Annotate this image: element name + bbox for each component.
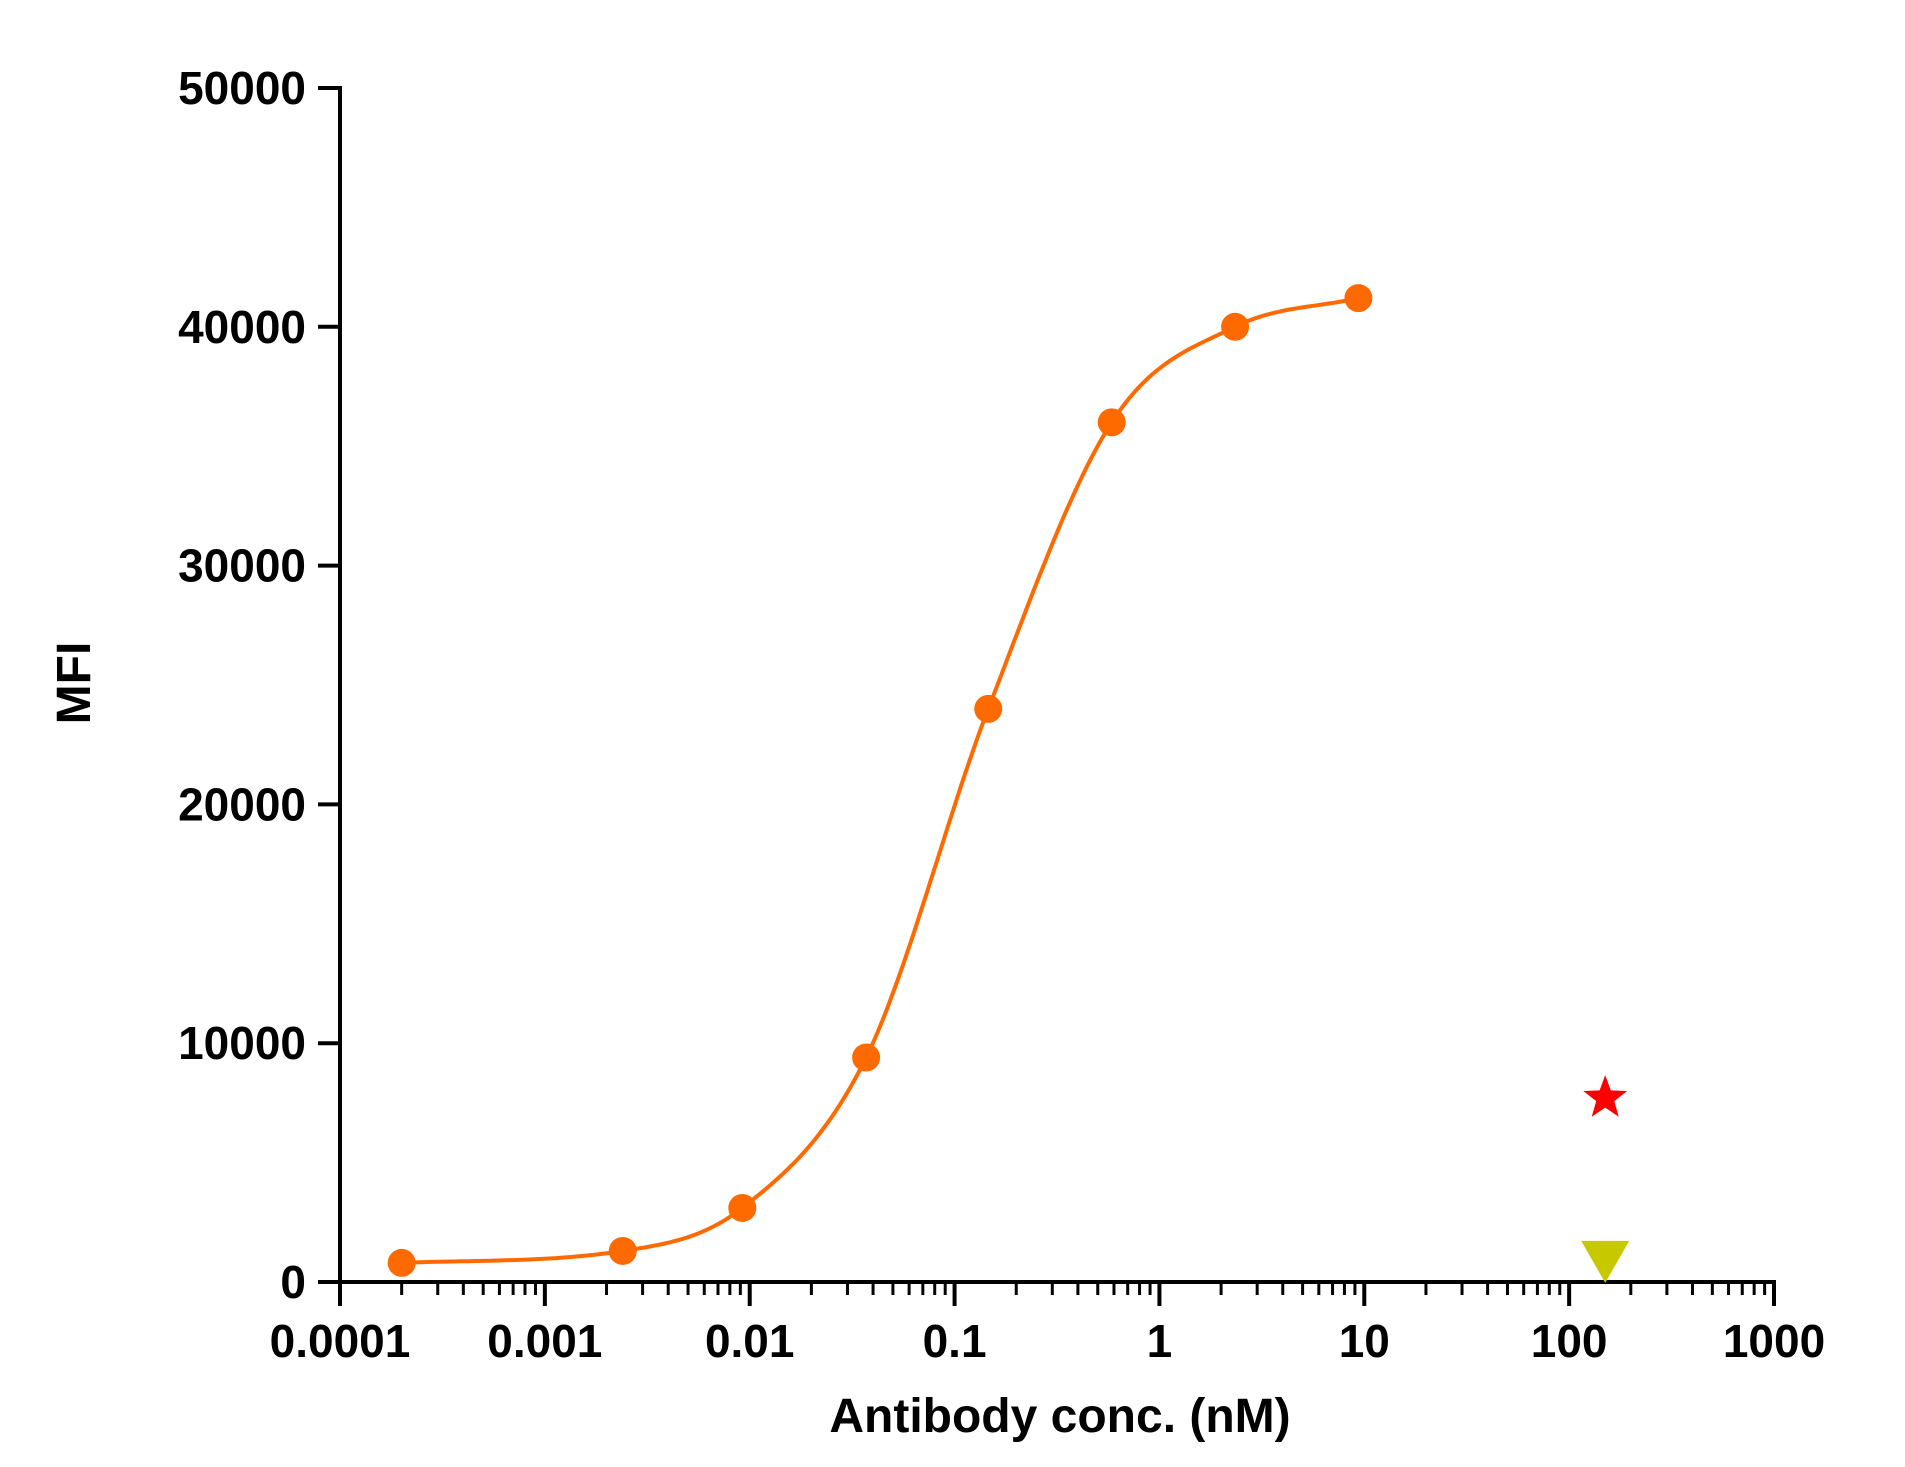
- data-point: [1221, 312, 1250, 341]
- y-axis-label: MFI: [48, 642, 101, 725]
- data-point: [728, 1193, 757, 1222]
- y-tick-label: 10000: [178, 1017, 306, 1069]
- x-tick-label: 0.01: [705, 1315, 795, 1367]
- x-tick-label: 0.1: [923, 1315, 987, 1367]
- fit-curve-layer: [401, 296, 1359, 1265]
- data-points: [387, 284, 1630, 1283]
- y-tick-label: 20000: [178, 778, 306, 830]
- x-tick-label: 0.001: [487, 1315, 602, 1367]
- tick-labels: 0 10000 20000 30000 40000 50000 0.0001 0.001 0.0…: [178, 62, 1825, 1367]
- x-tick-label: 100: [1531, 1315, 1608, 1367]
- data-point: [1097, 408, 1126, 437]
- data-point: [387, 1248, 416, 1277]
- y-tick-label: 30000: [178, 540, 306, 592]
- x-axis-label: Antibody conc. (nM): [829, 1390, 1290, 1443]
- x-tick-label: 10: [1339, 1315, 1390, 1367]
- x-tick-label: 0.0001: [270, 1315, 411, 1367]
- x-tick-label: 1: [1147, 1315, 1173, 1367]
- triangle-point: [1581, 1240, 1630, 1283]
- data-point: [608, 1236, 637, 1265]
- data-point: [974, 694, 1003, 723]
- data-point: [852, 1043, 881, 1072]
- fit-curve: [401, 296, 1359, 1265]
- axes: [318, 86, 1776, 1306]
- y-tick-label: 40000: [178, 301, 306, 353]
- data-point: [1344, 284, 1373, 313]
- x-tick-label: 1000: [1723, 1315, 1825, 1367]
- y-tick-label: 50000: [178, 62, 306, 114]
- y-tick-label: 0: [280, 1256, 306, 1308]
- star-point: [1583, 1075, 1628, 1117]
